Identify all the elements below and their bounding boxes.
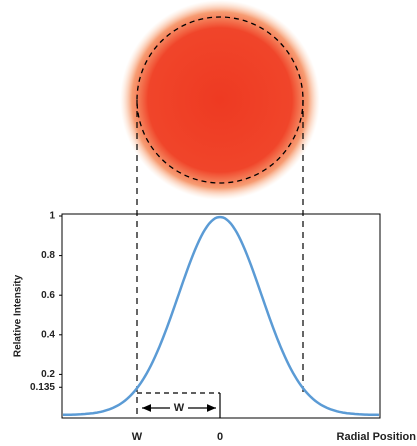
width-label: W <box>174 402 185 414</box>
y-tick-label: 0.4 <box>41 329 55 340</box>
plot-frame <box>61 213 381 419</box>
y-axis-label: Relative Intensity <box>13 274 24 357</box>
y-tick-label: 0.135 <box>30 382 55 393</box>
x-tick-label: 0 <box>217 431 223 443</box>
beam-spot <box>120 0 320 200</box>
x-axis-label: Radial Position <box>337 431 417 443</box>
y-tick-label: 1 <box>49 211 55 222</box>
y-tick-label: 0.8 <box>41 250 55 261</box>
y-tick-label: 0.2 <box>41 369 55 380</box>
x-tick-label: W <box>132 431 143 443</box>
y-tick-label: 0.6 <box>41 290 55 301</box>
gaussian-curve <box>63 215 380 417</box>
